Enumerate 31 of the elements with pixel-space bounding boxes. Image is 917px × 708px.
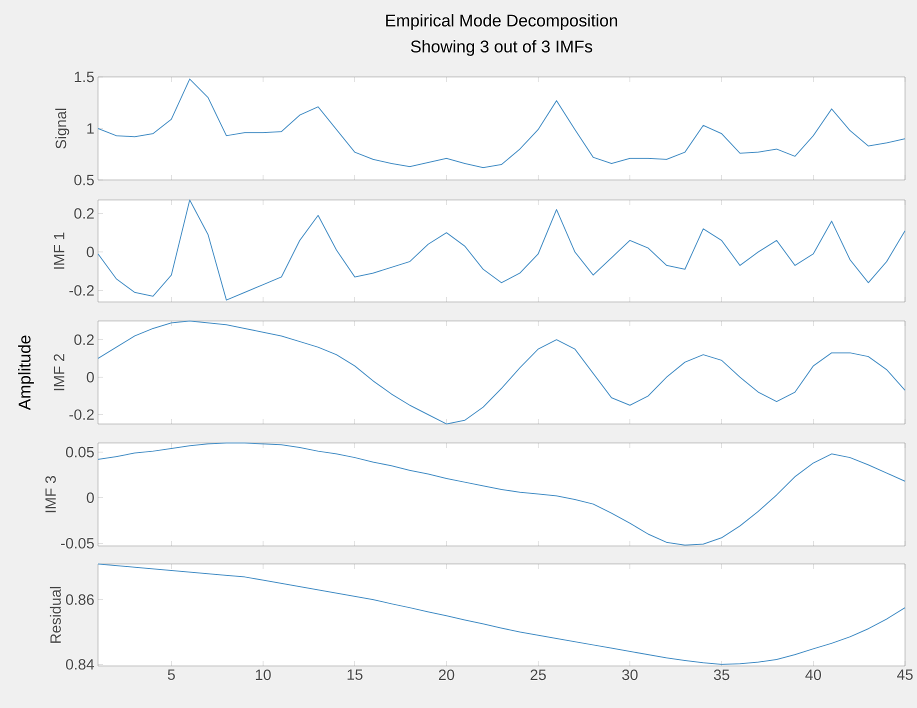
y-tick-label: -0.05 [61,538,94,549]
x-tick-label: 45 [897,670,913,680]
y-tick-label: 0.2 [74,208,94,219]
chart-subtitle: Showing 3 out of 3 IMFs [410,40,592,56]
y-tick-label: 0 [86,372,94,382]
x-tick-label: 25 [530,670,546,680]
y-tick-label: 0.5 [74,174,94,186]
y-tick-label: 1.5 [74,72,94,82]
y-axis-title: IMF 3 [45,476,56,512]
y-tick-label: 1 [87,123,94,134]
y-axis-title: Signal [55,108,70,149]
x-tick-label: 20 [438,670,454,680]
chart-title: Empirical Mode Decomposition [386,14,618,30]
y-tick-label: -0.2 [69,409,94,420]
x-tick-label: 40 [805,670,822,680]
y-axis-title: Residual [50,586,61,643]
x-tick-label: 10 [256,670,271,680]
y-tick-label: 0 [86,246,94,258]
y-tick-label: 0.86 [66,594,94,605]
x-tick-label: 30 [622,670,638,680]
y-axis-title: IMF 1 [54,232,64,269]
y-tick-label: -0.2 [69,285,94,296]
y-tick-label: 0 [86,492,94,503]
y-tick-label: 0.84 [66,659,94,670]
y-tick-label: 0.2 [74,334,94,345]
y-axis-title: IMF 2 [54,354,64,390]
x-tick-label: 15 [348,670,362,680]
text: Amplitude [18,336,34,410]
x-tick-label: 35 [714,670,730,680]
y-tick-label: 0.05 [66,446,94,458]
x-tick-label: 5 [168,670,175,680]
